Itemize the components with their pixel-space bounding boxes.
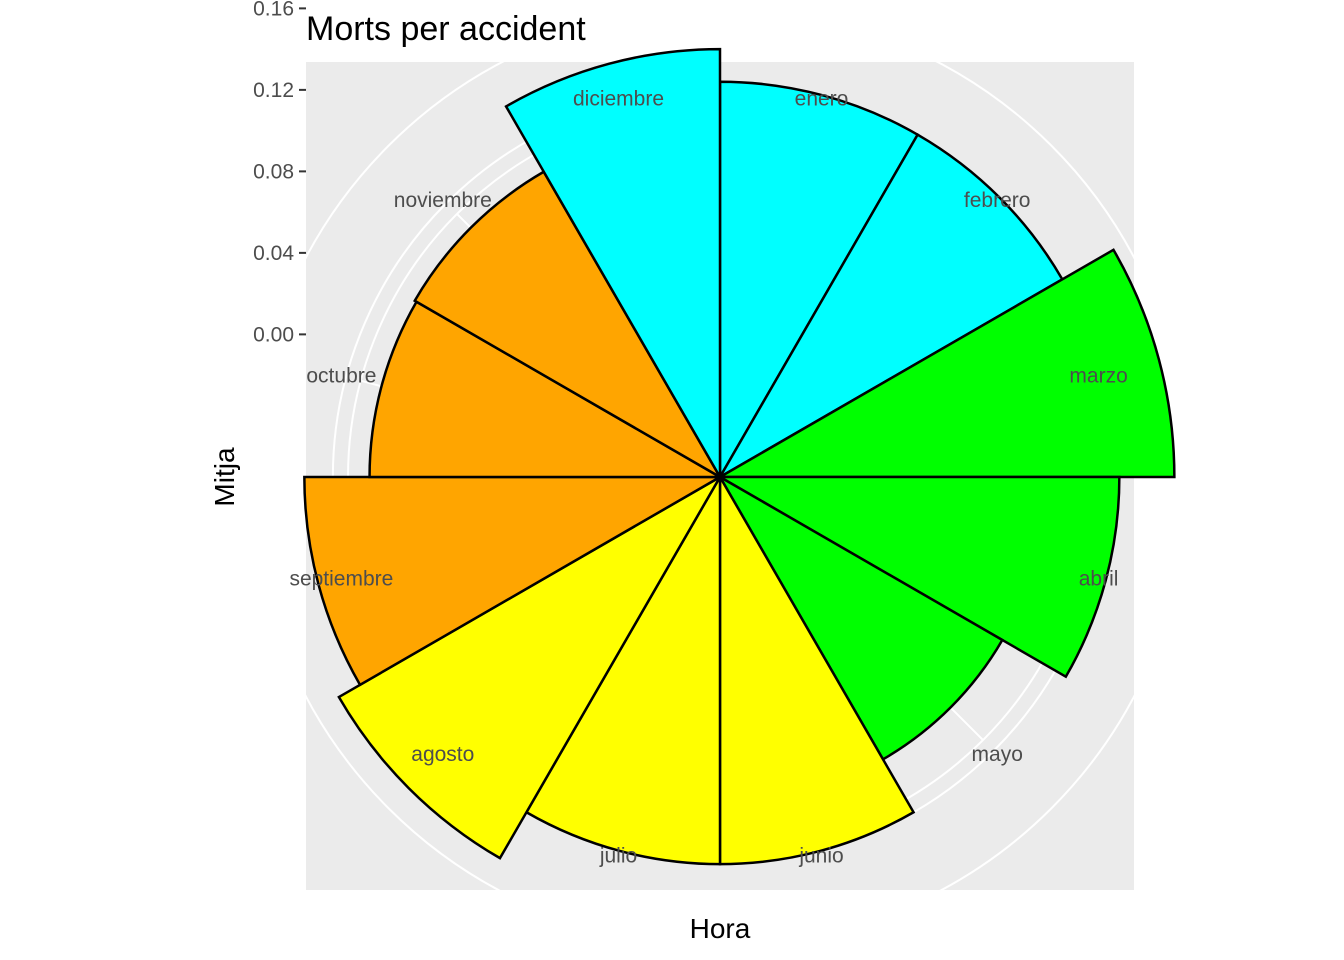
bar-noviembre <box>413 170 724 481</box>
y-tick-label: 0.04 <box>253 242 294 265</box>
month-labels: enero febrero marzo abril mayo junio julio agos… <box>289 87 1127 867</box>
y-tick-label: 0.16 <box>253 0 294 20</box>
bars <box>303 47 1176 866</box>
month-label-julio: julio <box>599 845 637 868</box>
month-label-noviembre: noviembre <box>394 189 492 212</box>
month-label-octubre: octubre <box>306 365 376 388</box>
month-label-abril: abril <box>1079 568 1119 591</box>
month-label-junio: junio <box>798 845 843 868</box>
month-label-mayo: mayo <box>972 743 1023 766</box>
bar-julio <box>524 472 722 866</box>
y-axis-title: Mitja <box>209 447 240 507</box>
bar-septiembre <box>303 475 725 687</box>
bar-enero <box>718 80 920 482</box>
y-tick-label: 0.00 <box>253 323 294 346</box>
bar-agosto <box>337 473 724 860</box>
month-label-marzo: marzo <box>1069 365 1127 388</box>
bar-octubre <box>368 300 725 479</box>
month-label-enero: enero <box>795 87 849 110</box>
chart-title: Morts per accident <box>306 10 586 48</box>
bar-junio <box>718 472 916 866</box>
y-tick-label: 0.08 <box>253 160 294 183</box>
y-tick-label: 0.12 <box>253 79 294 102</box>
bar-febrero <box>716 132 1065 481</box>
bar-mayo <box>716 473 1005 762</box>
grid-circle <box>250 7 1190 947</box>
x-axis-title: Hora <box>690 913 751 944</box>
bar-diciembre <box>504 47 722 482</box>
y-axis: 0.00 0.04 0.08 0.12 0.16 <box>253 0 306 346</box>
month-label-agosto: agosto <box>411 743 474 766</box>
month-label-diciembre: diciembre <box>573 87 664 110</box>
month-label-febrero: febrero <box>964 189 1031 212</box>
bar-abril <box>715 475 1121 679</box>
bar-marzo <box>715 248 1176 479</box>
month-label-septiembre: septiembre <box>289 568 393 591</box>
